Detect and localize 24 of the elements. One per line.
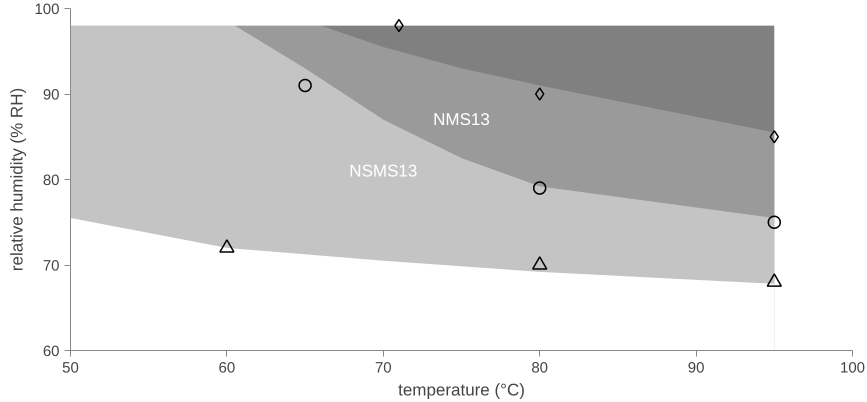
y-tick-label: 100 [34,1,60,18]
x-tick-label: 60 [218,360,236,376]
x-axis-title: temperature (°C) [398,380,525,400]
point [770,130,780,144]
point [219,239,235,253]
series-label: NSMS13 [349,161,418,180]
x-tick-label: 50 [62,360,79,376]
x-tick-label: 100 [840,360,866,376]
x-tick-label: 80 [531,360,548,376]
point [532,256,548,270]
point [532,181,546,195]
series-label: NMS13 [433,110,490,130]
y-tick-label: 80 [42,172,60,189]
point [766,273,782,287]
point [298,78,312,92]
y-tick-label: 60 [42,343,60,360]
y-axis-title: relative humidity (% RH) [7,88,26,272]
point [394,18,404,32]
x-tick-label: 70 [374,360,392,376]
point [534,87,544,101]
y-tick-label: 90 [42,86,60,104]
x-tick-label: 90 [688,360,704,376]
y-tick-label: 70 [42,258,60,274]
point [768,216,782,229]
